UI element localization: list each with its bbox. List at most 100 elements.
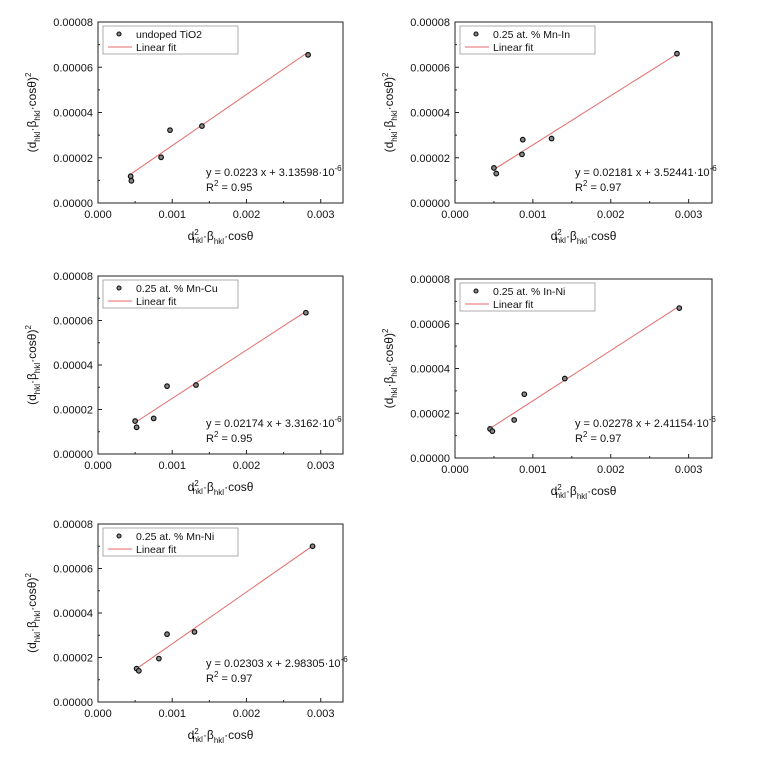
x-axis-label: d2 hkl·βhkl·cosθ: [188, 727, 254, 745]
fit-equation: y = 0.02174 x + 3.3162·10-6: [206, 415, 342, 430]
equation-prefix: y = 0.0223 x +: [206, 167, 279, 179]
chart-panel-5: 0.000 0.001 0.002 0.003 0.00000 0.00002 0.0000…: [24, 519, 348, 745]
y-tick-label: 0.00008: [410, 274, 450, 286]
r-squared: R2 = 0.97: [575, 179, 621, 194]
y-tick-label: 0.00000: [53, 198, 93, 210]
legend-marker: [116, 31, 122, 37]
data-point: [519, 151, 525, 158]
equation-prefix: y = 0.02303 x +: [206, 658, 285, 670]
data-point: [128, 177, 135, 184]
legend-marker: [473, 288, 479, 294]
legend-label-fit: Linear fit: [493, 299, 533, 311]
fit-line: [134, 311, 307, 424]
y-axis-label: (dhkl·βhkl·cosθ)2: [381, 72, 399, 152]
r-squared: R2 = 0.97: [575, 430, 621, 445]
legend-label-data: undoped TiO2: [136, 29, 202, 41]
data-point: [191, 629, 198, 635]
fit-equation: y = 0.02181 x + 3.52441·10-6: [575, 164, 717, 179]
data-point: [561, 375, 568, 382]
legend-box: [102, 279, 239, 309]
data-point: [193, 382, 199, 388]
y-tick-label: 0.00008: [53, 271, 93, 283]
data-point: [132, 418, 139, 424]
x-tick-label: 0.001: [519, 464, 547, 476]
x-tick-label: 0.001: [158, 209, 186, 221]
y-tick-label: 0.00004: [410, 108, 450, 120]
x-tick-label: 0.003: [675, 209, 703, 221]
data-point: [519, 136, 526, 143]
equation-intercept: 3.3162·10: [285, 418, 335, 430]
y-tick-label: 0.00008: [53, 17, 93, 29]
y-axis-label: (dhkl·βhkl·cosθ)2: [24, 573, 42, 653]
equation-prefix: y = 0.02174 x +: [206, 418, 285, 430]
legend-label-fit: Linear fit: [136, 544, 176, 556]
x-tick-label: 0.000: [441, 209, 469, 221]
equation-exponent: -6: [710, 164, 718, 173]
y-tick-label: 0.00008: [410, 17, 450, 29]
x-tick-label: 0.001: [158, 460, 186, 472]
x-tick-label: 0.000: [84, 708, 112, 720]
x-tick-label: 0.000: [441, 464, 469, 476]
data-point: [511, 417, 518, 423]
legend-box: [459, 25, 596, 55]
data-point: [158, 154, 165, 161]
x-tick-label: 0.003: [307, 708, 335, 720]
data-point: [489, 428, 496, 435]
data-point: [674, 50, 680, 57]
legend-box: [459, 282, 596, 312]
legend-label-data: 0.25 at. % Mn-In: [493, 29, 570, 41]
legend-marker: [116, 285, 122, 291]
legend-label-data: 0.25 at. % In-Ni: [493, 286, 565, 298]
data-point: [491, 165, 497, 171]
chart-panel-2: 0.000 0.001 0.002 0.003 0.00000 0.00002 0.0000…: [381, 17, 717, 246]
x-tick-label: 0.001: [519, 209, 547, 221]
y-tick-label: 0.00006: [53, 62, 93, 74]
legend-label-fit: Linear fit: [136, 296, 176, 308]
fit-equation: y = 0.02278 x + 2.41154·10-6: [575, 415, 716, 430]
equation-intercept: 3.13598·10: [279, 167, 335, 179]
data-point: [309, 543, 316, 550]
equation-intercept: 3.52441·10: [654, 167, 710, 179]
y-tick-label: 0.00002: [53, 653, 93, 665]
y-tick-label: 0.00000: [53, 697, 93, 709]
x-axis-label: d2 hkl·βhkl·cosθ: [188, 479, 254, 497]
chart-panel-4: 0.000 0.001 0.002 0.003 0.00000 0.00002 0.0000…: [381, 274, 716, 501]
r-squared: R2 = 0.97: [206, 670, 252, 685]
data-point: [150, 415, 157, 422]
data-point: [493, 170, 500, 177]
chart-panel-1: 0.000 0.001 0.002 0.003 0.00000 0.00002 0.0000…: [24, 17, 344, 246]
x-axis-label: d2 hkl·βhkl·cosθ: [188, 228, 254, 246]
data-point: [127, 173, 134, 180]
x-axis-label: d2 hkl·βhkl·cosθ: [551, 228, 617, 246]
legend-label-data: 0.25 at. % Mn-Ni: [136, 531, 214, 543]
x-tick-label: 0.002: [233, 708, 261, 720]
y-tick-label: 0.00002: [410, 408, 450, 420]
y-tick-label: 0.00008: [53, 519, 93, 531]
equation-prefix: y = 0.02181 x +: [575, 167, 654, 179]
y-axis-label: (dhkl·βhkl·cosθ)2: [381, 328, 399, 408]
r-squared: R2 = 0.95: [206, 430, 252, 445]
fit-equation: y = 0.02303 x + 2.98305·10-6: [206, 655, 348, 670]
chart-panel-3: 0.000 0.001 0.002 0.003 0.00000 0.00002 0.0000…: [24, 271, 344, 497]
fit-line: [488, 305, 680, 430]
legend-label-fit: Linear fit: [136, 42, 176, 54]
legend-marker: [473, 31, 479, 37]
data-point: [548, 135, 555, 142]
x-tick-label: 0.000: [84, 460, 112, 472]
data-point: [167, 127, 173, 134]
x-tick-label: 0.002: [597, 464, 625, 476]
equation-exponent: -6: [334, 164, 342, 173]
legend-box: [102, 25, 239, 55]
y-tick-label: 0.00002: [53, 405, 93, 417]
equation-intercept: 2.98305·10: [285, 658, 341, 670]
fit-line: [129, 51, 309, 176]
x-tick-label: 0.000: [84, 209, 112, 221]
x-axis-label: d2 hkl·βhkl·cosθ: [551, 483, 617, 501]
y-tick-label: 0.00002: [53, 153, 93, 165]
fit-line: [492, 53, 678, 171]
x-tick-label: 0.003: [307, 209, 335, 221]
y-tick-label: 0.00004: [53, 108, 93, 120]
y-tick-label: 0.00006: [53, 564, 93, 576]
y-tick-label: 0.00000: [53, 449, 93, 461]
